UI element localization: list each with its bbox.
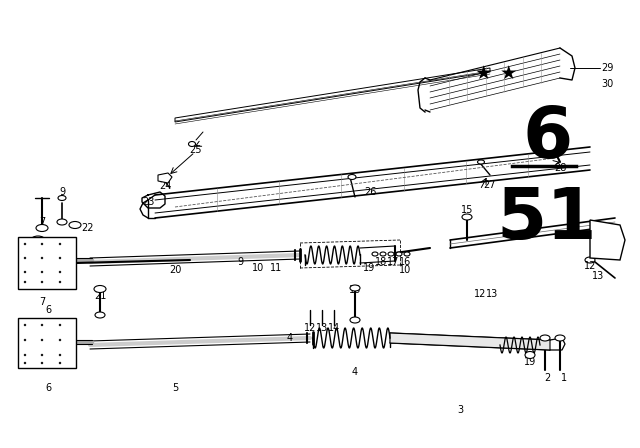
Polygon shape <box>590 220 625 260</box>
Ellipse shape <box>94 285 106 293</box>
Ellipse shape <box>59 243 61 245</box>
Ellipse shape <box>396 252 402 256</box>
Ellipse shape <box>380 252 386 256</box>
Ellipse shape <box>41 324 43 326</box>
Polygon shape <box>390 333 550 350</box>
Text: 26: 26 <box>364 187 376 197</box>
Ellipse shape <box>24 354 26 356</box>
Ellipse shape <box>24 271 26 273</box>
Text: 9: 9 <box>237 257 243 267</box>
Ellipse shape <box>69 221 81 228</box>
Ellipse shape <box>350 285 360 291</box>
Text: 4: 4 <box>352 367 358 377</box>
Ellipse shape <box>372 252 378 256</box>
Ellipse shape <box>95 312 105 318</box>
Ellipse shape <box>41 281 43 283</box>
Text: 10: 10 <box>252 263 264 273</box>
Ellipse shape <box>555 335 565 341</box>
Ellipse shape <box>59 324 61 326</box>
Text: 29: 29 <box>601 63 613 73</box>
Ellipse shape <box>41 243 43 245</box>
Text: 5: 5 <box>172 383 178 393</box>
Text: 11: 11 <box>270 263 282 273</box>
Ellipse shape <box>350 317 360 323</box>
Ellipse shape <box>57 219 67 225</box>
Text: 30: 30 <box>601 79 613 89</box>
Polygon shape <box>142 192 165 208</box>
Ellipse shape <box>404 252 410 256</box>
Ellipse shape <box>59 257 61 259</box>
Ellipse shape <box>59 271 61 273</box>
Text: 2: 2 <box>544 373 550 383</box>
Ellipse shape <box>477 160 484 164</box>
Text: 6: 6 <box>522 104 572 173</box>
Text: 6: 6 <box>45 383 51 393</box>
Ellipse shape <box>189 142 195 146</box>
Ellipse shape <box>41 362 43 364</box>
Text: 22: 22 <box>82 223 94 233</box>
Ellipse shape <box>24 339 26 341</box>
Ellipse shape <box>24 324 26 326</box>
Ellipse shape <box>59 362 61 364</box>
Text: 13: 13 <box>486 289 498 299</box>
Text: 12: 12 <box>304 323 316 333</box>
Text: 20: 20 <box>169 265 181 275</box>
Polygon shape <box>158 173 172 183</box>
Text: 6: 6 <box>45 305 51 315</box>
Text: 7: 7 <box>39 297 45 307</box>
Ellipse shape <box>31 236 45 244</box>
Ellipse shape <box>585 257 595 263</box>
Ellipse shape <box>59 339 61 341</box>
Polygon shape <box>175 68 490 122</box>
Text: 3: 3 <box>457 405 463 415</box>
Text: 10: 10 <box>399 265 411 275</box>
Text: 28: 28 <box>554 163 566 173</box>
Ellipse shape <box>59 281 61 283</box>
Text: 15: 15 <box>349 285 361 295</box>
Ellipse shape <box>58 195 66 201</box>
Text: 9: 9 <box>59 187 65 197</box>
Text: 14: 14 <box>328 323 340 333</box>
Text: 27: 27 <box>484 180 496 190</box>
Ellipse shape <box>462 214 472 220</box>
Ellipse shape <box>24 362 26 364</box>
Text: 23: 23 <box>142 197 154 207</box>
Text: 13: 13 <box>592 271 604 281</box>
Text: 4: 4 <box>287 333 293 343</box>
Text: 13: 13 <box>316 323 328 333</box>
Ellipse shape <box>24 243 26 245</box>
Ellipse shape <box>41 339 43 341</box>
Ellipse shape <box>41 257 43 259</box>
Ellipse shape <box>36 224 48 232</box>
Text: 16: 16 <box>399 257 411 267</box>
Bar <box>18 237 76 289</box>
Text: ★: ★ <box>474 65 492 83</box>
Text: 12: 12 <box>584 261 596 271</box>
Text: 21: 21 <box>94 291 106 301</box>
Text: 12: 12 <box>474 289 486 299</box>
Text: 19: 19 <box>524 357 536 367</box>
Text: 25: 25 <box>189 145 201 155</box>
Ellipse shape <box>24 257 26 259</box>
Text: 19: 19 <box>363 263 375 273</box>
Ellipse shape <box>41 354 43 356</box>
Ellipse shape <box>24 281 26 283</box>
Ellipse shape <box>59 354 61 356</box>
Text: 51: 51 <box>497 185 598 254</box>
Ellipse shape <box>348 175 356 180</box>
Ellipse shape <box>525 352 535 358</box>
Text: 18: 18 <box>375 257 387 267</box>
Ellipse shape <box>540 335 550 341</box>
Text: 17: 17 <box>387 257 399 267</box>
Ellipse shape <box>388 252 394 256</box>
Bar <box>18 318 76 368</box>
Text: 8: 8 <box>35 239 41 249</box>
Text: 15: 15 <box>461 205 473 215</box>
Text: 7: 7 <box>39 217 45 227</box>
Text: 1: 1 <box>561 373 567 383</box>
Text: ★: ★ <box>500 65 518 83</box>
Ellipse shape <box>41 271 43 273</box>
Text: 24: 24 <box>159 181 171 191</box>
